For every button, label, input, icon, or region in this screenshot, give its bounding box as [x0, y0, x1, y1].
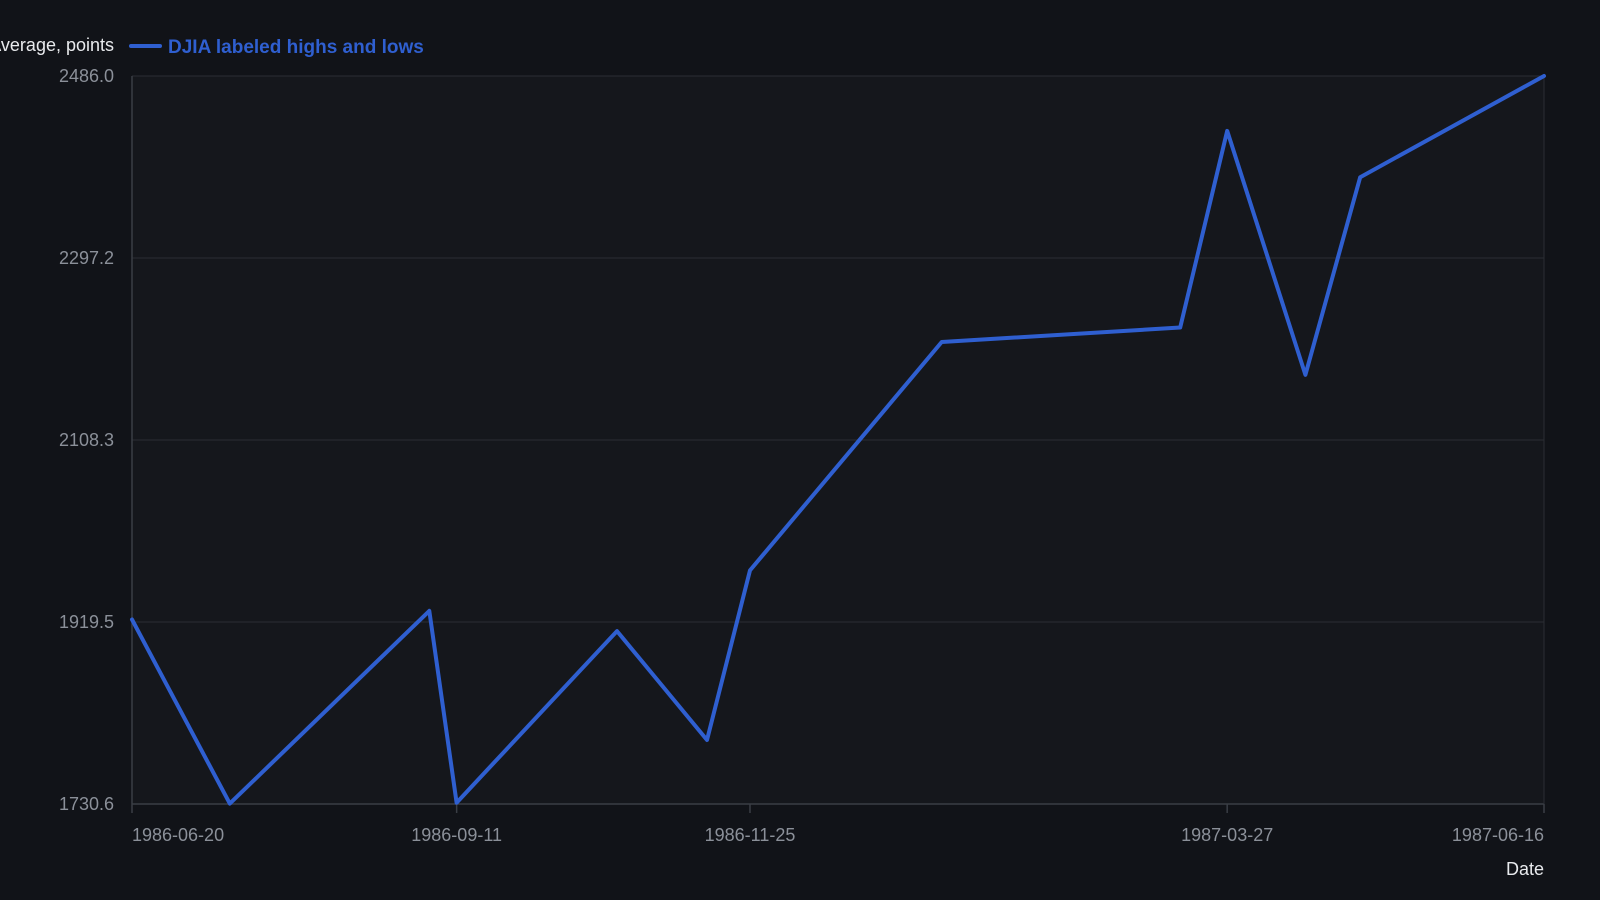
grid-lines	[132, 75, 1544, 623]
y-tick-label: 2297.2	[59, 248, 114, 268]
x-axis-ticks: 1986-06-20 1986-09-11 1986-11-25 1987-03-27…	[131, 804, 1545, 845]
series-line-djia	[130, 74, 1546, 806]
legend: DJIA labeled highs and lows	[129, 37, 424, 58]
y-axis-ticks: 1730.6 1919.5 2108.3 2297.2 2486.0	[59, 66, 114, 814]
x-tick-label: 1986-06-20	[132, 825, 224, 845]
x-tick-label: 1987-06-16	[1452, 825, 1544, 845]
legend-label: DJIA labeled highs and lows	[168, 37, 424, 58]
y-tick-label: 2108.3	[59, 430, 114, 450]
y-tick-label: 2486.0	[59, 66, 114, 86]
y-tick-label: 1919.5	[59, 612, 114, 632]
x-tick-label: 1986-11-25	[705, 825, 796, 845]
axes	[131, 76, 1545, 805]
series-lines	[130, 74, 1546, 806]
y-tick-label: 1730.6	[59, 794, 114, 814]
y-axis-title: Dow Jones Industrial Average, points	[0, 35, 114, 55]
x-axis-title: Date	[1506, 859, 1544, 879]
x-tick-label: 1987-03-27	[1181, 825, 1273, 845]
x-tick-label: 1986-09-11	[411, 825, 502, 845]
